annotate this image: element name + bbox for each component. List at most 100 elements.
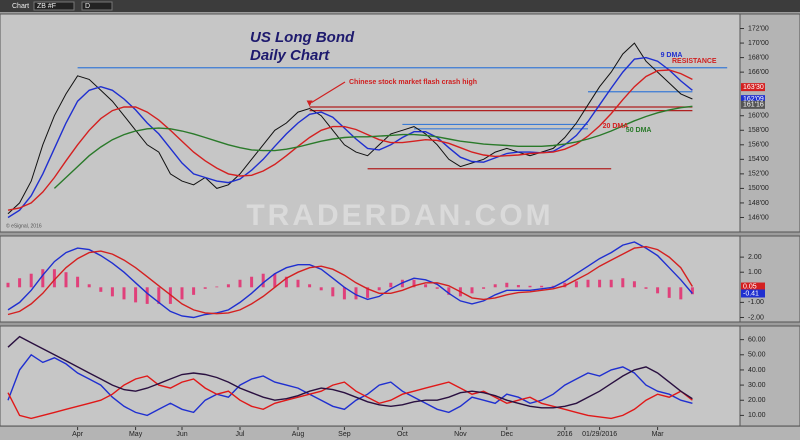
histogram-bar bbox=[598, 279, 602, 288]
y-tick-label: -2.00 bbox=[748, 314, 764, 321]
histogram-bar bbox=[470, 287, 474, 294]
histogram-bar bbox=[29, 273, 33, 288]
histogram-bar bbox=[632, 281, 636, 288]
histogram-bar bbox=[64, 272, 68, 288]
histogram-bar bbox=[679, 287, 683, 300]
chart-subtitle: Daily Chart bbox=[250, 47, 330, 64]
histogram-bar bbox=[122, 287, 126, 300]
histogram-bar bbox=[516, 285, 520, 288]
histogram-bar bbox=[505, 282, 509, 288]
y-tick-label: 146'00 bbox=[748, 214, 769, 221]
series-line bbox=[7, 56, 693, 219]
histogram-bar bbox=[110, 287, 114, 297]
histogram-bar bbox=[540, 285, 544, 288]
histogram-bar bbox=[226, 284, 230, 288]
axis-background bbox=[739, 235, 800, 323]
histogram-bar bbox=[296, 279, 300, 288]
credit: © eSignal, 2016 bbox=[6, 222, 42, 229]
series-line bbox=[7, 245, 693, 316]
series-line bbox=[7, 42, 693, 215]
price-tag bbox=[741, 100, 765, 109]
price-tag-label: 0.05 bbox=[743, 283, 757, 290]
series-label: 50 DMA bbox=[626, 127, 652, 134]
histogram-bar bbox=[6, 282, 10, 288]
histogram-bar bbox=[157, 287, 161, 304]
y-tick-label: 166'00 bbox=[748, 69, 769, 76]
symbol-box[interactable] bbox=[33, 1, 75, 11]
histogram-bar bbox=[667, 287, 671, 298]
y-tick-label: 50.00 bbox=[748, 352, 766, 359]
watermark: TRADERDAN.COM bbox=[246, 199, 553, 232]
price-tag bbox=[741, 95, 765, 104]
histogram-bar bbox=[18, 278, 22, 288]
x-tick-label: 01/29/2016 bbox=[582, 431, 617, 438]
y-tick-label: 10.00 bbox=[748, 412, 766, 419]
y-tick-label: 148'00 bbox=[748, 200, 769, 207]
y-tick-label: 172'00 bbox=[748, 25, 769, 32]
histogram-bar bbox=[609, 279, 613, 288]
histogram-bar bbox=[250, 276, 254, 288]
interval[interactable]: D bbox=[85, 3, 90, 10]
series-label: 9 DMA bbox=[661, 52, 683, 59]
histogram-bar bbox=[308, 284, 312, 288]
y-tick-label: 150'00 bbox=[748, 185, 769, 192]
y-tick-label: 1.00 bbox=[748, 269, 762, 276]
pane-background bbox=[0, 235, 741, 323]
price-tag-label: 162'09 bbox=[743, 96, 764, 103]
x-tick-label: Jun bbox=[176, 431, 187, 438]
histogram-bar bbox=[621, 278, 625, 288]
histogram-bar bbox=[656, 287, 660, 294]
histogram-bar bbox=[99, 287, 103, 292]
x-tick-label: Aug bbox=[292, 431, 305, 438]
series-line bbox=[7, 241, 693, 319]
histogram-bar bbox=[644, 287, 648, 289]
price-tag bbox=[741, 289, 765, 298]
y-tick-label: 158'00 bbox=[748, 127, 769, 134]
price-tag bbox=[741, 282, 765, 291]
histogram-bar bbox=[284, 276, 288, 288]
annotation-arrow bbox=[311, 81, 346, 103]
toolbar bbox=[0, 0, 800, 12]
series-line bbox=[7, 375, 693, 420]
histogram-bar bbox=[482, 287, 486, 289]
series-line bbox=[7, 335, 693, 409]
histogram-bar bbox=[215, 286, 219, 288]
histogram-bar bbox=[435, 287, 439, 289]
pane-background bbox=[0, 13, 741, 233]
price-tag-label: 163'30 bbox=[743, 84, 764, 91]
y-tick-label: 60.00 bbox=[748, 336, 766, 343]
x-tick-label: Dec bbox=[501, 431, 514, 438]
pane-background bbox=[0, 325, 741, 427]
series-line bbox=[7, 69, 693, 211]
histogram-bar bbox=[424, 284, 428, 288]
series-line bbox=[7, 353, 693, 417]
y-tick-label: 20.00 bbox=[748, 397, 766, 404]
histogram-bar bbox=[319, 287, 323, 291]
axis-background bbox=[739, 13, 800, 233]
histogram-bar bbox=[273, 273, 277, 288]
price-tag-label: -0.41 bbox=[743, 290, 759, 297]
x-tick-label: Mar bbox=[652, 431, 665, 438]
histogram-bar bbox=[412, 279, 416, 288]
time-axis bbox=[0, 427, 800, 440]
histogram-bar bbox=[134, 287, 138, 303]
y-tick-label: 154'00 bbox=[748, 156, 769, 163]
histogram-bar bbox=[180, 287, 184, 300]
series-line bbox=[53, 105, 693, 189]
histogram-bar bbox=[261, 273, 265, 288]
histogram-bar bbox=[238, 279, 242, 288]
histogram-bar bbox=[493, 284, 497, 288]
price-tag-label: 161'16 bbox=[743, 102, 764, 109]
histogram-bar bbox=[192, 287, 196, 295]
annotation: RESISTANCE bbox=[672, 58, 717, 65]
symbol[interactable]: ZB #F bbox=[37, 3, 56, 10]
axis-background bbox=[739, 325, 800, 427]
interval-box[interactable] bbox=[81, 1, 113, 11]
y-tick-label: 170'00 bbox=[748, 40, 769, 47]
annotation-arrowhead bbox=[306, 100, 313, 107]
histogram-bar bbox=[87, 284, 91, 288]
price-tag bbox=[741, 83, 765, 92]
y-tick-label: 168'00 bbox=[748, 54, 769, 61]
x-tick-label: Oct bbox=[397, 431, 408, 438]
